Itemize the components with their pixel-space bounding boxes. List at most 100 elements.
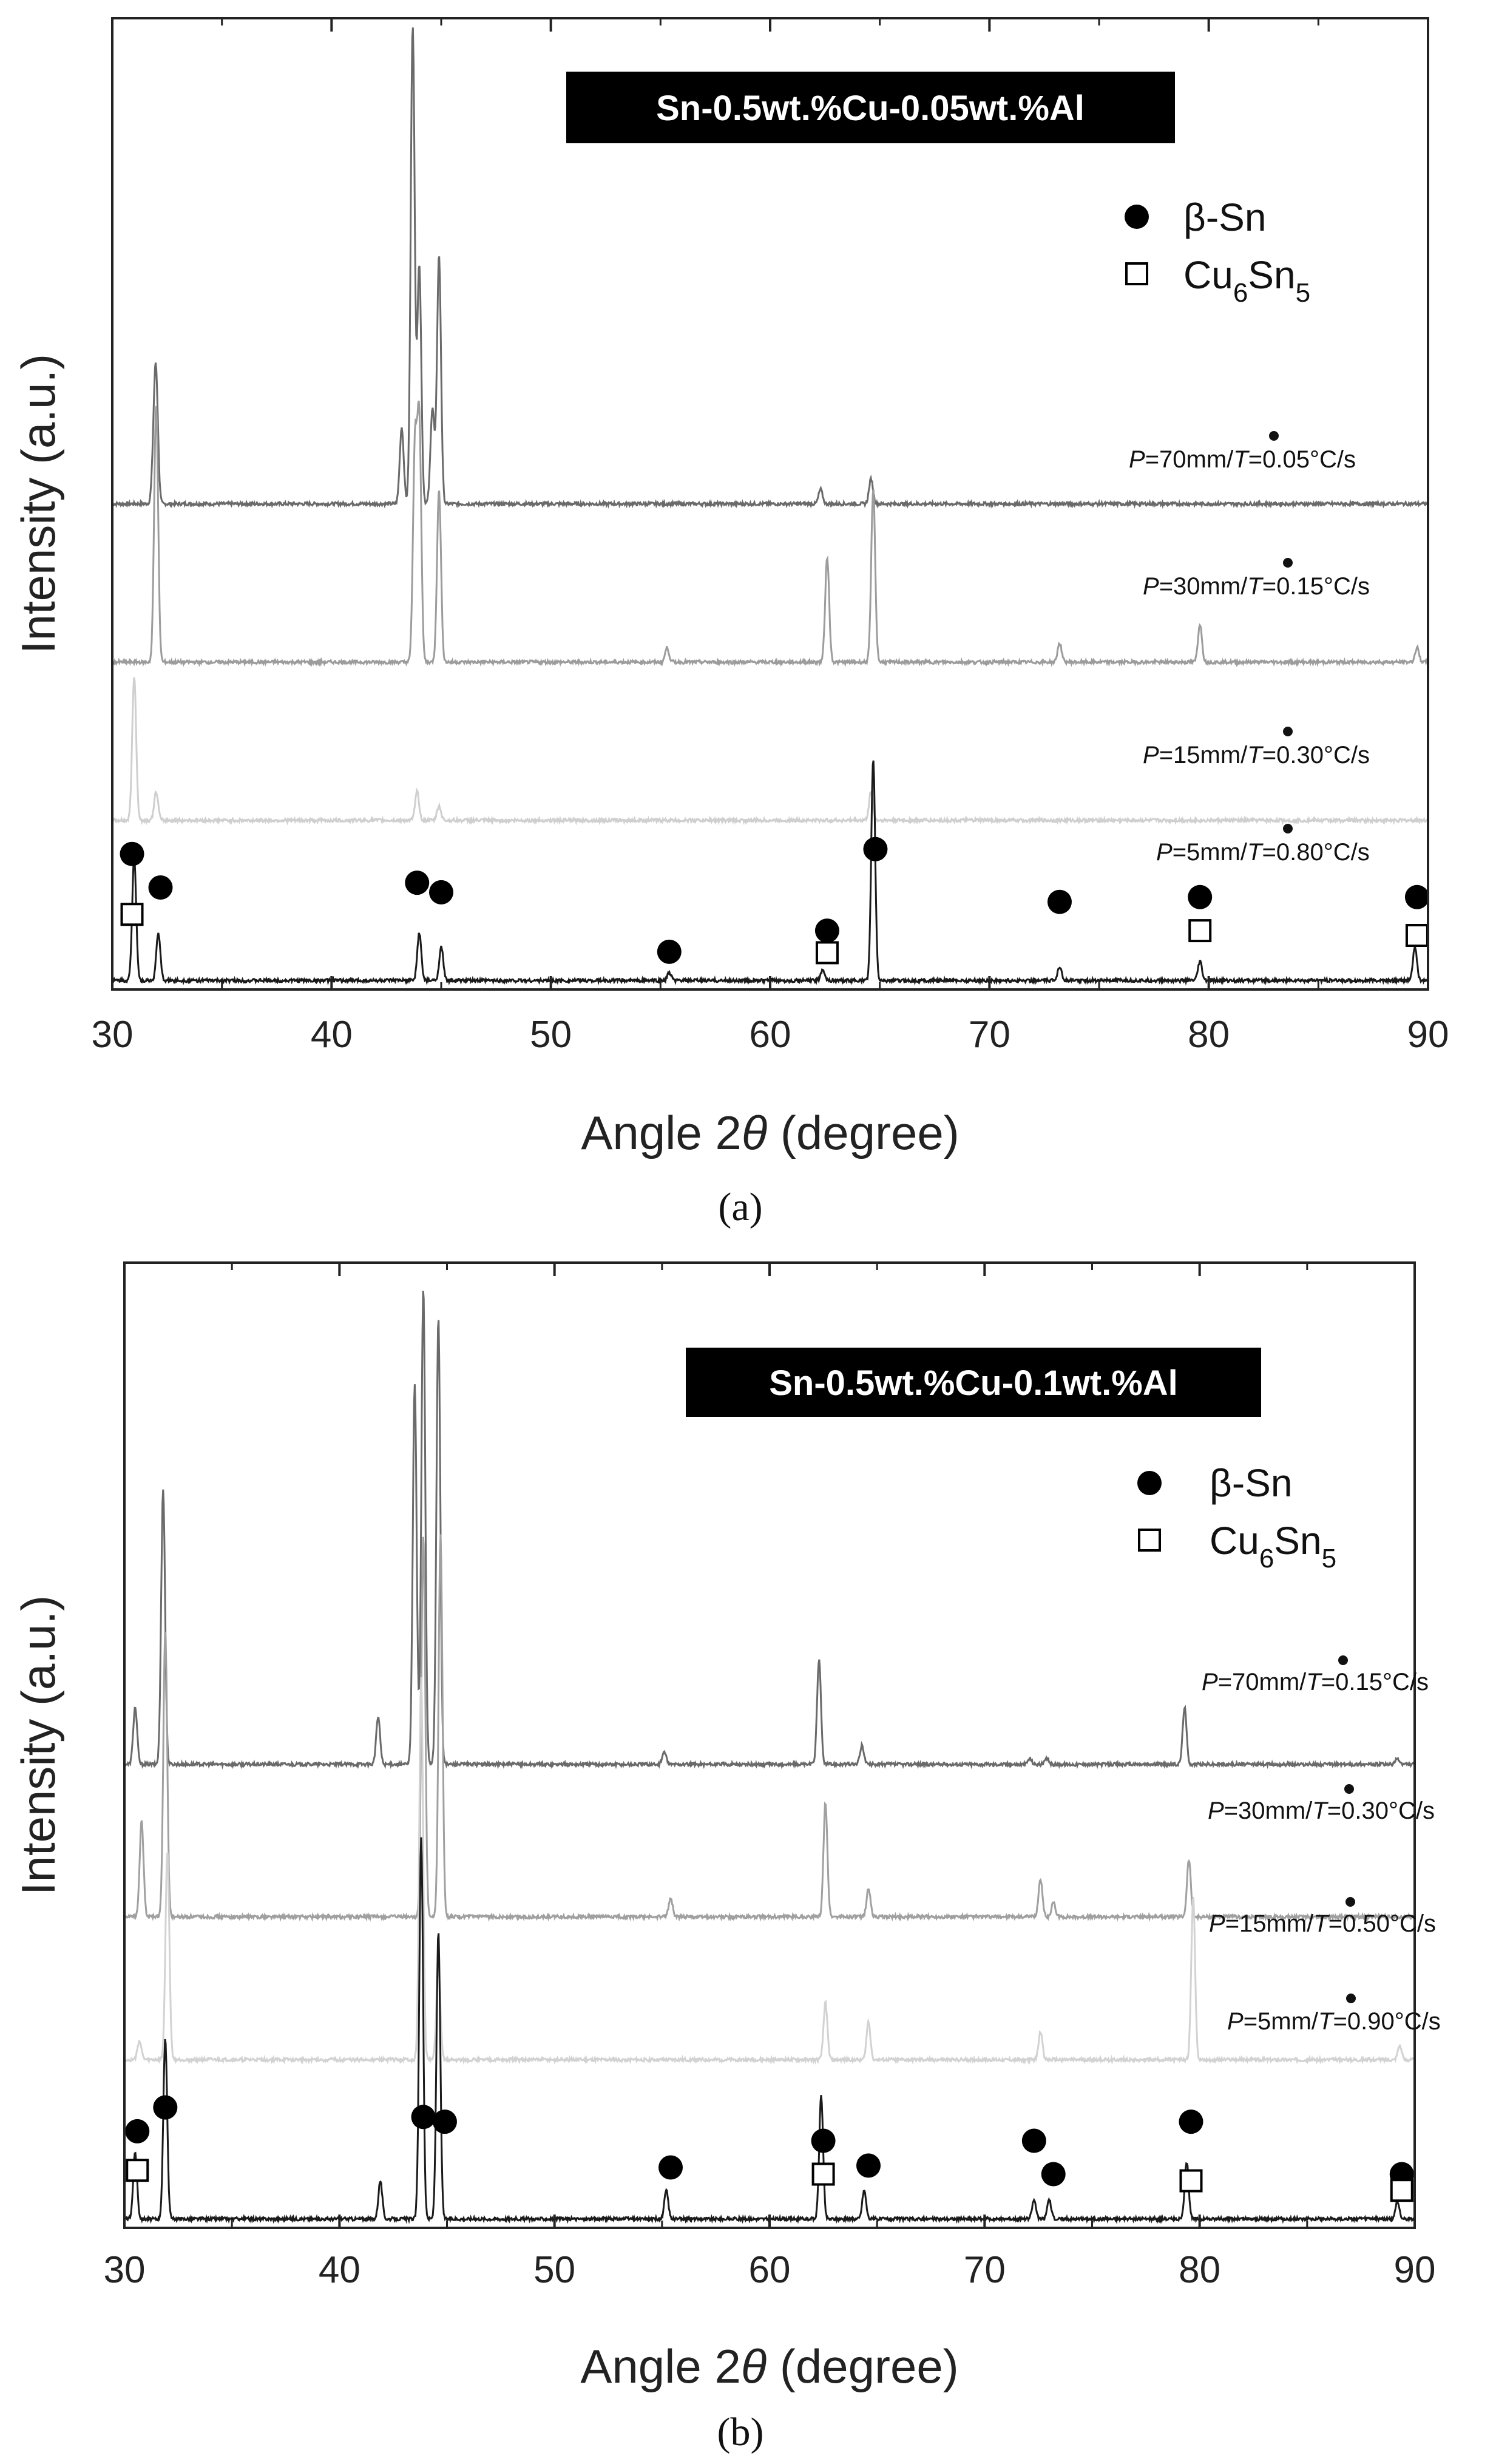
t-dot-marker xyxy=(1346,1994,1356,2003)
legend-cu6sn5-cu: Cu xyxy=(1210,1519,1259,1563)
t-dot-marker xyxy=(1283,558,1293,568)
t-dot-marker xyxy=(1283,824,1293,833)
legend-cu6sn5-label: Cu6Sn5 xyxy=(1210,1519,1336,1573)
beta-sn-marker xyxy=(148,875,173,900)
panel-b-condition-labels: P=70mm/T=0.15°C/s P=30mm/T=0.30°C/s P=15… xyxy=(1202,1655,1441,2035)
cu6sn5-marker xyxy=(126,2159,149,2182)
cond-a-70-text: P=70mm/T=0.05°C/s xyxy=(1129,446,1356,473)
cond-rate: =0.15°C/s xyxy=(1262,573,1370,600)
t-dot-marker xyxy=(1338,1655,1348,1665)
t-dot-marker xyxy=(1345,1897,1355,1907)
x-tick-label: 80 xyxy=(1179,2249,1220,2291)
legend-cu6sn5-sn: Sn xyxy=(1248,253,1295,297)
cond-a-5-text: P=5mm/T=0.80°C/s xyxy=(1156,839,1370,866)
beta-sn-marker xyxy=(1188,884,1213,909)
cond-pos: =70mm/ xyxy=(1218,1669,1307,1695)
x-tick-label: 80 xyxy=(1188,1014,1230,1056)
legend-beta-sn-icon xyxy=(1137,1471,1162,1495)
cond-p: P xyxy=(1129,446,1145,473)
panel-a-legend: β-Sn Cu6Sn5 xyxy=(1125,195,1310,308)
panel-b-series-group xyxy=(124,1291,1415,2224)
cond-t: T xyxy=(1247,742,1264,769)
panel-a-x-ticks: 30 40 50 60 70 80 90 xyxy=(92,18,1449,1056)
xrd-trace-a-3 xyxy=(112,760,1428,986)
xrd-trace-a-1 xyxy=(112,400,1428,668)
cu6sn5-marker xyxy=(815,941,839,965)
x-tick-label: 90 xyxy=(1394,2249,1436,2291)
cond-pos: =5mm/ xyxy=(1244,2008,1319,2035)
panel-a-y-axis-label: Intensity (a.u.) xyxy=(12,354,65,654)
x-tick-label: 40 xyxy=(319,2249,360,2291)
x-tick-label: 50 xyxy=(533,2249,575,2291)
beta-sn-marker xyxy=(411,2105,436,2130)
panel-b-y-axis-label: Intensity (a.u.) xyxy=(12,1595,65,1895)
cond-p: P xyxy=(1209,1910,1225,1937)
beta-sn-marker xyxy=(811,2128,836,2153)
beta-sn-marker xyxy=(1047,889,1072,914)
cu6sn5-marker xyxy=(120,903,144,926)
legend-cu6sn5-icon xyxy=(1138,1529,1161,1552)
cond-b-70: P=70mm/T=0.15°C/s xyxy=(1202,1655,1429,1695)
panel-b-x-axis-label-theta: θ xyxy=(741,2340,767,2393)
legend-beta-sn-icon xyxy=(1125,205,1149,229)
cond-a-15: P=15mm/T=0.30°C/s xyxy=(1143,727,1370,769)
cond-p: P xyxy=(1202,1669,1218,1695)
legend-cu6sn5-sub5: 5 xyxy=(1296,278,1310,308)
xrd-trace-b-2 xyxy=(124,1677,1415,2065)
beta-sn-marker xyxy=(405,871,430,895)
cond-t: T xyxy=(1247,573,1264,600)
x-tick-label: 70 xyxy=(964,2249,1006,2291)
panel-a: 30 40 50 60 70 80 90 Intensity (a.u.) Angle 2θ… xyxy=(12,17,1449,1229)
cond-rate: =0.05°C/s xyxy=(1248,446,1356,473)
xrd-trace-a-2 xyxy=(112,677,1428,826)
cond-b-70-text: P=70mm/T=0.15°C/s xyxy=(1202,1669,1429,1695)
panel-a-title: Sn-0.5wt.%Cu-0.05wt.%Al xyxy=(656,89,1085,128)
panel-a-label: (a) xyxy=(718,1185,762,1229)
beta-sn-marker xyxy=(863,837,888,861)
x-tick-label: 70 xyxy=(969,1014,1010,1056)
cond-rate: =0.30°C/s xyxy=(1262,742,1370,769)
panel-b: 30 40 50 60 70 80 90 Intensity (a.u.) Angle 2θ… xyxy=(12,1261,1441,2454)
panel-a-x-axis-label-prefix: Angle 2 xyxy=(581,1106,742,1159)
beta-sn-marker xyxy=(856,2153,881,2178)
cond-rate: =0.15°C/s xyxy=(1321,1669,1429,1695)
cond-b-30-text: P=30mm/T=0.30°C/s xyxy=(1208,1797,1435,1824)
cond-b-30: P=30mm/T=0.30°C/s xyxy=(1208,1784,1435,1824)
cond-b-15: P=15mm/T=0.50°C/s xyxy=(1209,1897,1436,1937)
beta-sn-marker xyxy=(1021,2128,1046,2153)
cond-rate: =0.50°C/s xyxy=(1328,1910,1436,1937)
cond-a-30: P=30mm/T=0.15°C/s xyxy=(1143,558,1370,600)
beta-sn-marker xyxy=(125,2119,150,2143)
x-tick-label: 30 xyxy=(92,1014,134,1056)
cond-a-15-text: P=15mm/T=0.30°C/s xyxy=(1143,742,1370,769)
beta-sn-marker xyxy=(657,939,682,964)
panel-b-plot-area xyxy=(124,1291,1415,2224)
beta-sn-marker xyxy=(1404,884,1429,909)
beta-sn-marker xyxy=(1041,2162,1066,2187)
legend-beta-sn-label: β-Sn xyxy=(1183,195,1266,239)
cond-t: T xyxy=(1313,1910,1330,1937)
cond-p: P xyxy=(1208,1797,1224,1824)
cond-pos: =30mm/ xyxy=(1159,573,1248,600)
panel-b-title-box xyxy=(686,1348,1261,1417)
cond-rate: =0.80°C/s xyxy=(1262,839,1369,866)
cond-t: T xyxy=(1318,2008,1335,2035)
cond-t: T xyxy=(1233,446,1250,473)
beta-sn-marker xyxy=(658,2155,683,2180)
x-tick-label: 40 xyxy=(311,1014,353,1056)
beta-sn-marker xyxy=(814,918,839,943)
cond-t: T xyxy=(1312,1797,1328,1824)
xrd-trace-b-1 xyxy=(124,1534,1415,1923)
panel-a-condition-labels: P=70mm/T=0.05°C/s P=30mm/T=0.15°C/s P=15… xyxy=(1129,431,1370,866)
legend-cu6sn5-sn: Sn xyxy=(1274,1519,1321,1563)
cond-pos: =5mm/ xyxy=(1173,839,1248,866)
x-tick-label: 90 xyxy=(1407,1014,1449,1056)
x-tick-label: 60 xyxy=(749,2249,791,2291)
legend-beta-sn-label: β-Sn xyxy=(1210,1461,1292,1505)
panel-a-x-axis-label-suffix: (degree) xyxy=(767,1106,960,1159)
t-dot-marker xyxy=(1283,727,1293,736)
cu6sn5-marker xyxy=(1179,2169,1203,2193)
panel-b-x-axis-label-suffix: (degree) xyxy=(767,2340,959,2393)
cond-a-30-text: P=30mm/T=0.15°C/s xyxy=(1143,573,1370,600)
